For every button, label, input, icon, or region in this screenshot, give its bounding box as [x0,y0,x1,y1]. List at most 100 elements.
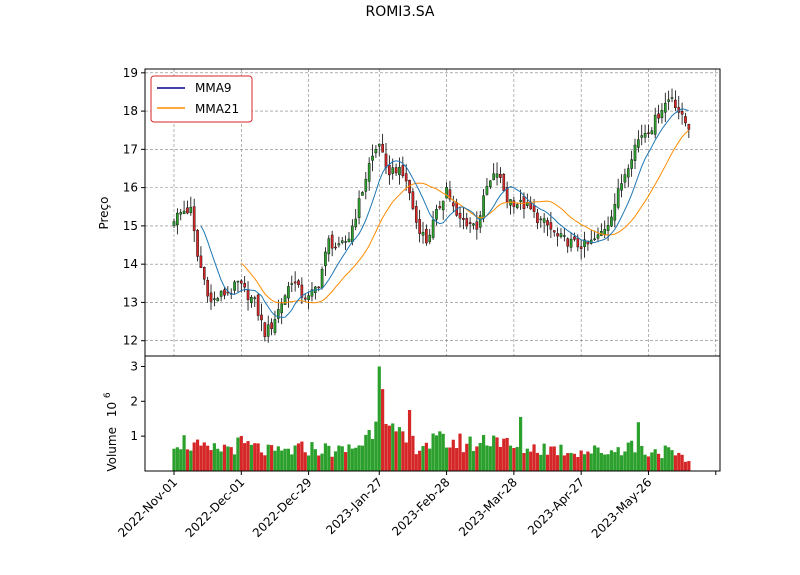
candle-body [401,165,405,177]
candle-body [579,246,583,249]
volume-bar [424,442,428,471]
volume-bar [397,427,402,471]
volume-bar [404,442,408,471]
candle-body [273,319,277,333]
volume-bar [391,423,395,471]
candle-body [219,290,223,297]
price-panel: 12 13 14 15 16 17 18 19 Preço MMA9 MMA21 [97,66,721,357]
volume-bar [266,444,270,471]
volume-bar [381,389,385,471]
volume-y-label-base: 10 [105,402,119,417]
candle-body [616,188,620,208]
volume-bar [529,451,533,471]
candle-body [489,180,492,188]
volume-bar [495,437,499,471]
volume-frame [144,355,721,472]
mma9-line [200,108,689,318]
candle-body [303,297,307,300]
volume-bar [542,443,546,471]
volume-bar [667,447,671,471]
volume-bar [653,449,657,471]
volume-bar [650,452,654,471]
candle-body [438,206,442,209]
volume-bar [687,461,691,471]
volume-bar [532,444,536,471]
volume-bar [377,366,381,471]
candle-body [223,289,226,296]
candle-body [344,241,347,243]
volume-bar [431,433,435,471]
candle-body [246,290,250,300]
candle-body [266,324,270,337]
x-tick-label: 2022-Dec-01 [183,475,248,540]
candle-body [256,294,260,316]
volume-bar [347,444,351,471]
volume-bar [441,433,445,471]
candle-body [394,167,398,174]
volume-bar [461,452,465,471]
volume-bar [418,450,422,471]
volume-bar [330,456,334,471]
volume-bar [512,448,516,471]
candle-body [310,289,314,297]
candle-body [202,267,206,280]
volume-bar [475,446,479,471]
candle-body [293,281,297,284]
candle-body [552,230,556,233]
volume-bar [387,425,391,471]
price-ytick-label: 12 [123,334,138,348]
volume-bar [468,436,472,471]
candle-body [475,221,479,230]
candle-body [505,187,509,202]
candle-body [522,196,526,209]
candle-body [361,192,364,196]
price-y-label: Preço [97,196,111,229]
volume-bar [663,445,667,471]
candle-body [663,102,667,113]
volume-bar [566,453,570,471]
volume-bar [414,454,418,471]
volume-bar [202,442,206,471]
candle-body [620,183,623,191]
volume-bar [421,446,425,471]
volume-bar [535,452,540,471]
volume-bar [222,444,227,471]
volume-bar [384,423,388,471]
volume-bar [680,454,684,471]
candle-body [280,303,283,314]
volume-bar [545,454,550,471]
volume-bar [552,446,556,471]
x-tick-label: 2023-Feb-28 [389,475,452,538]
volume-bar [246,441,250,471]
volume-bar [619,455,624,471]
candle-body [260,314,263,321]
candle-body [653,114,657,135]
volume-bar [192,442,196,471]
volume-bar [643,454,647,471]
volume-bar [179,449,183,471]
volume-bar [508,445,513,471]
candle-body [563,235,566,237]
candle-body [209,292,213,302]
candle-body [536,212,539,224]
candle-body [216,298,220,302]
volume-bar [303,452,307,471]
candle-body [327,238,331,255]
volume-bar [280,450,284,471]
price-ytick-label: 14 [123,257,138,271]
volume-bar [640,445,644,471]
candle-body [340,240,344,243]
candle-body [364,178,368,192]
volume-bar [572,453,577,471]
volume-bar [333,451,338,471]
candle-body [371,155,374,161]
volume-bar [596,447,600,471]
candle-body [647,132,650,134]
volume-bar [623,451,627,471]
candle-body [374,149,378,154]
volume-bar [290,454,294,471]
volume-bar [370,439,375,471]
candle-body [290,283,294,285]
x-tick-label: 2023-Mar-28 [456,475,520,539]
